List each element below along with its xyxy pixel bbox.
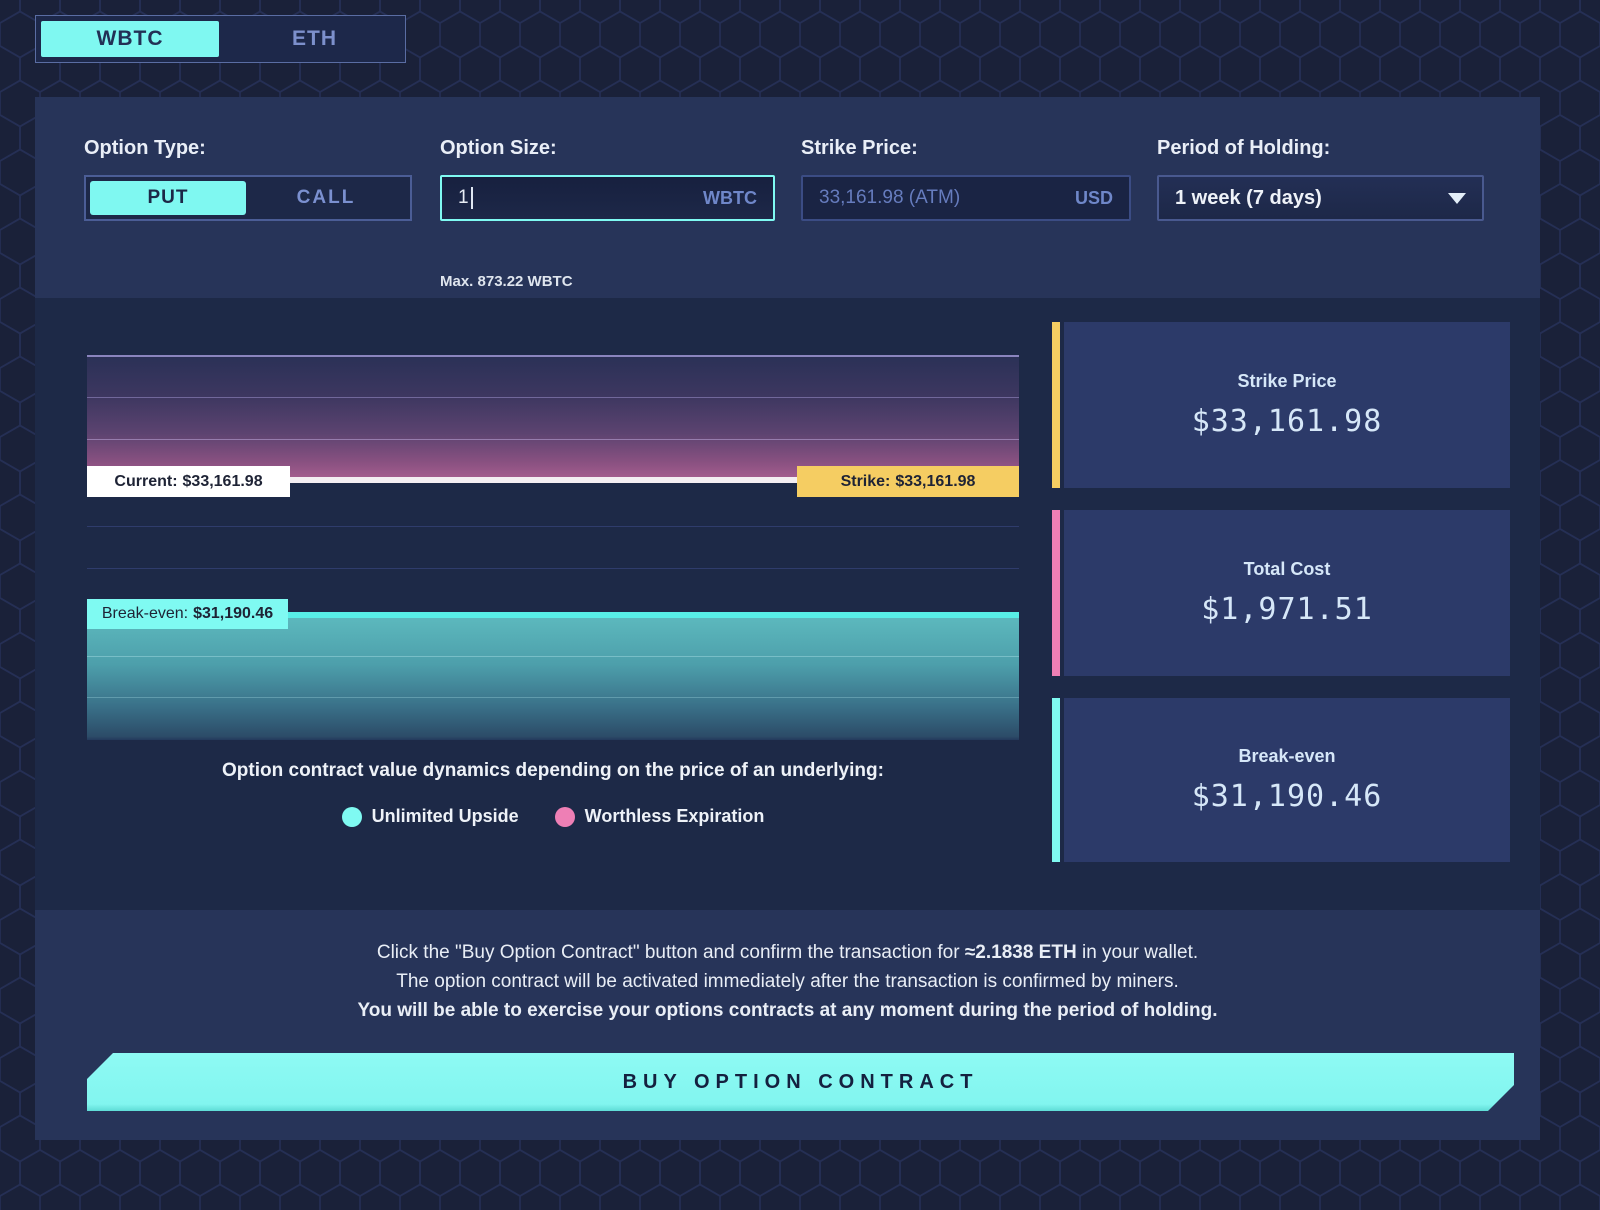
strike-price-label: Strike Price: (801, 137, 918, 159)
strike-price-card: Strike Price $33,161.98 (1052, 322, 1510, 488)
option-type-label: Option Type: (84, 137, 206, 159)
period-of-holding-group: Period of Holding: 1 week (7 days) (1157, 137, 1484, 221)
gridline (87, 439, 1019, 440)
payoff-chart: Current: $33,161.98 Strike: $33,161.98 B… (87, 298, 1019, 910)
text-caret (470, 187, 473, 209)
buy-option-contract-button[interactable]: BUY OPTION CONTRACT (87, 1053, 1514, 1111)
period-value: 1 week (7 days) (1175, 186, 1322, 209)
call-button[interactable]: CALL (246, 181, 406, 215)
note-line-3: You will be able to exercise your option… (357, 1000, 1218, 1021)
gridline (87, 397, 1019, 398)
note-line-1: Click the "Buy Option Contract" button a… (376, 942, 1199, 963)
gridline (87, 568, 1019, 569)
legend-dot-pink (554, 806, 575, 827)
card-accent-bar (1052, 698, 1060, 862)
strike-price-unit: USD (1074, 187, 1113, 208)
chevron-down-icon (1448, 192, 1466, 204)
put-button[interactable]: PUT (90, 181, 246, 215)
note-line-2: The option contract will be activated im… (396, 971, 1179, 992)
card-title: Strike Price (1237, 371, 1337, 391)
card-value: $33,161.98 (1191, 404, 1383, 439)
strike-price-input[interactable]: 33,161.98 (ATM) USD (801, 175, 1131, 221)
strike-price-value: 33,161.98 (ATM) (819, 187, 961, 208)
option-size-unit: WBTC (703, 187, 757, 208)
worthless-expiration-band (87, 618, 1019, 740)
option-size-group: Option Size: 1 WBTC Max. 873.22 WBTC (440, 137, 775, 290)
asset-toggle: WBTC ETH (35, 15, 406, 63)
option-size-input[interactable]: 1 WBTC (440, 175, 775, 221)
legend-item-worthless-expiration: Worthless Expiration (554, 806, 764, 827)
option-size-label: Option Size: (440, 137, 557, 159)
current-price-line (87, 477, 1019, 483)
strike-price-group: Strike Price: 33,161.98 (ATM) USD (801, 137, 1131, 221)
breakeven-line (87, 612, 1019, 618)
card-accent-bar (1052, 322, 1060, 488)
legend-item-unlimited-upside: Unlimited Upside (341, 806, 519, 827)
option-size-max-note: Max. 873.22 WBTC (440, 273, 573, 290)
gridline (87, 656, 1019, 657)
chart-legend: Unlimited Upside Worthless Expiration (87, 806, 1019, 827)
instruction-notes: Click the "Buy Option Contract" button a… (35, 938, 1540, 1025)
card-value: $31,190.46 (1191, 779, 1383, 814)
period-label: Period of Holding: (1157, 137, 1331, 159)
footer-section: Click the "Buy Option Contract" button a… (35, 910, 1540, 1140)
upside-band (87, 355, 1019, 480)
card-accent-bar (1052, 510, 1060, 676)
total-cost-card: Total Cost $1,971.51 (1052, 510, 1510, 676)
option-type-group: Option Type: PUT CALL (84, 137, 412, 221)
card-title: Total Cost (1243, 559, 1331, 579)
card-title: Break-even (1238, 746, 1336, 766)
legend-dot-cyan (341, 806, 362, 827)
card-value: $1,971.51 (1201, 592, 1373, 627)
current-price-badge: Current: $33,161.98 (87, 466, 290, 497)
gridline (87, 526, 1019, 527)
strike-price-badge: Strike: $33,161.98 (797, 466, 1019, 497)
gridline (87, 697, 1019, 698)
period-select[interactable]: 1 week (7 days) (1157, 175, 1484, 221)
breakeven-card: Break-even $31,190.46 (1052, 698, 1510, 862)
breakeven-badge: Break-even: $31,190.46 (87, 599, 288, 629)
tab-wbtc[interactable]: WBTC (41, 21, 219, 57)
chart-caption: Option contract value dynamics depending… (222, 760, 884, 781)
summary-cards: Strike Price $33,161.98 Total Cost $1,97… (1052, 322, 1510, 862)
tab-eth[interactable]: ETH (224, 16, 405, 62)
main-panel: Option Type: PUT CALL Option Size: 1 WBT… (35, 97, 1540, 1140)
option-type-toggle: PUT CALL (84, 175, 412, 221)
chart-section: Current: $33,161.98 Strike: $33,161.98 B… (35, 298, 1540, 910)
option-size-value: 1 (458, 187, 469, 208)
